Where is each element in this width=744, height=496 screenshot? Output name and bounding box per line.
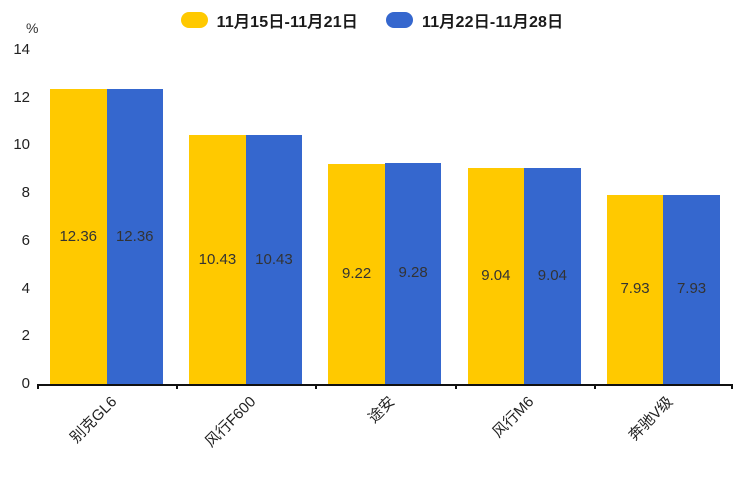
- x-axis-tick: [315, 384, 318, 389]
- bar-风行M6-series-2: [524, 168, 581, 384]
- bar-value-label: 12.36: [115, 227, 154, 245]
- y-tick-label-12: 12: [13, 88, 30, 106]
- y-tick-label-10: 10: [13, 136, 30, 154]
- y-tick-label-2: 2: [21, 327, 30, 345]
- bar-value-label: 9.04: [481, 267, 511, 285]
- legend: 11月15日-11月21日 11月22日-11月28日: [0, 8, 744, 32]
- bar-value-label: 9.22: [342, 265, 372, 283]
- x-category-label-2: 风行F600: [201, 393, 260, 451]
- x-category-label-5: 奔驰V级: [625, 393, 677, 445]
- bar-风行F600-series-2: [245, 135, 303, 384]
- legend-swatch-icon: [180, 12, 208, 28]
- bar-奔驰V级-series-2: [663, 194, 720, 384]
- y-tick-label-14: 14: [13, 41, 30, 58]
- y-axis-unit-label: %: [26, 20, 39, 36]
- plot-area: 12.36 12.36 10.43 10.43 9.22 9.28 9.04 9.04 7.93…: [37, 50, 733, 389]
- bar-value-label: 9.28: [398, 264, 428, 282]
- x-axis-tick: [731, 384, 733, 389]
- bar-value-label: 10.43: [255, 250, 293, 268]
- legend-swatch-icon: [386, 12, 413, 28]
- bar-value-label: 10.43: [198, 250, 237, 268]
- bar-别克GL6-series-2: [106, 89, 163, 384]
- legend-item-series-2[interactable]: 11月22日-11月28日: [386, 8, 563, 32]
- y-tick-label-6: 6: [21, 231, 30, 249]
- bar-风行M6-series-1: [467, 168, 525, 384]
- x-axis-line: [37, 384, 733, 386]
- legend-label: 11月15日-11月21日: [216, 14, 358, 31]
- bar-value-label: 9.04: [537, 267, 567, 285]
- y-tick-label-8: 8: [21, 184, 30, 202]
- x-axis-tick: [454, 384, 457, 389]
- y-tick-label-0: 0: [21, 375, 30, 392]
- bar-途安-series-2: [384, 162, 442, 384]
- legend-label: 11月22日-11月28日: [422, 14, 564, 31]
- x-axis-tick: [593, 384, 596, 389]
- bar-风行F600-series-1: [189, 135, 246, 384]
- bar-奔驰V级-series-1: [606, 194, 664, 384]
- legend-item-series-1[interactable]: 11月15日-11月21日: [180, 8, 358, 32]
- x-category-label-4: 风行M6: [489, 393, 538, 442]
- bar-value-label: 12.36: [59, 227, 98, 245]
- y-tick-label-4: 4: [21, 279, 30, 297]
- bar-别克GL6-series-1: [50, 89, 107, 384]
- bar-value-label: 7.93: [620, 280, 650, 298]
- x-category-label-1: 别克GL6: [66, 393, 120, 447]
- x-axis-tick: [176, 384, 179, 389]
- bar-途安-series-1: [328, 164, 385, 384]
- bar-value-label: 7.93: [676, 280, 707, 298]
- x-axis-tick: [37, 384, 39, 389]
- x-category-label-3: 途安: [364, 393, 399, 427]
